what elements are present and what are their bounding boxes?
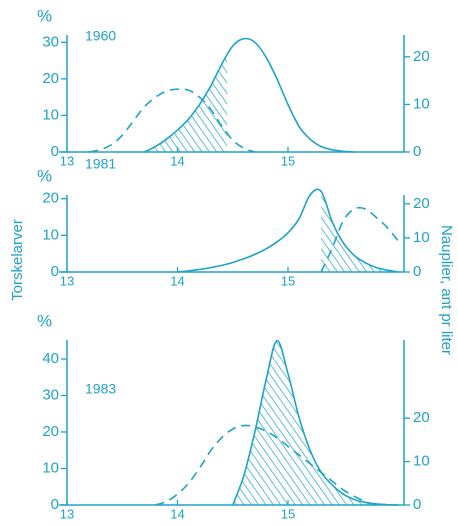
left-axis-title: Torskelarver xyxy=(9,219,26,301)
y-axis-unit: % xyxy=(37,166,52,185)
y-tick-label: 30 xyxy=(42,386,59,403)
x-tick-label: 14 xyxy=(170,506,184,521)
y2-tick-label: 0 xyxy=(413,143,421,160)
y2-tick-label: 20 xyxy=(413,409,430,426)
overlap-hatch xyxy=(321,191,399,272)
y2-tick-label: 20 xyxy=(413,195,430,212)
y-tick-label: 0 xyxy=(51,496,59,513)
overlap-hatch xyxy=(232,340,371,505)
larvae-line xyxy=(177,188,399,273)
y-tick-label: 10 xyxy=(42,459,59,476)
y2-tick-label: 20 xyxy=(413,48,430,65)
y-tick-label: 10 xyxy=(42,106,59,123)
y2-tick-label: 0 xyxy=(413,496,421,513)
y2-tick-label: 10 xyxy=(413,95,430,112)
y-tick-label: 40 xyxy=(42,350,59,367)
x-tick-label: 15 xyxy=(281,273,295,288)
panel-year: 1983 xyxy=(85,381,116,397)
x-tick-label: 13 xyxy=(60,153,74,168)
x-tick-label: 15 xyxy=(281,506,295,521)
larvae-line xyxy=(143,37,355,153)
x-tick-label: 13 xyxy=(60,506,74,521)
y-tick-label: 0 xyxy=(51,143,59,160)
overlap-hatch xyxy=(149,54,228,152)
right-axis-title: Nauplier, ant pr liter xyxy=(438,225,455,355)
nauplii-line xyxy=(88,88,256,153)
y2-tick-label: 10 xyxy=(413,453,430,470)
panel-year: 1960 xyxy=(85,28,116,44)
y-axis-unit: % xyxy=(37,6,52,25)
panel-year: 1981 xyxy=(85,156,116,172)
y-tick-label: 20 xyxy=(42,70,59,87)
y2-tick-label: 0 xyxy=(413,263,421,280)
x-tick-label: 14 xyxy=(170,273,184,288)
y-tick-label: 0 xyxy=(51,263,59,280)
x-tick-label: 14 xyxy=(170,153,184,168)
nauplii-line xyxy=(155,424,377,506)
x-tick-label: 15 xyxy=(281,153,295,168)
y-tick-label: 30 xyxy=(42,33,59,50)
y-tick-label: 10 xyxy=(42,226,59,243)
y-tick-label: 20 xyxy=(42,190,59,207)
nauplii-line xyxy=(320,206,400,273)
y2-tick-label: 10 xyxy=(413,229,430,246)
x-tick-label: 13 xyxy=(60,273,74,288)
y-axis-unit: % xyxy=(37,311,52,330)
y-tick-label: 20 xyxy=(42,423,59,440)
